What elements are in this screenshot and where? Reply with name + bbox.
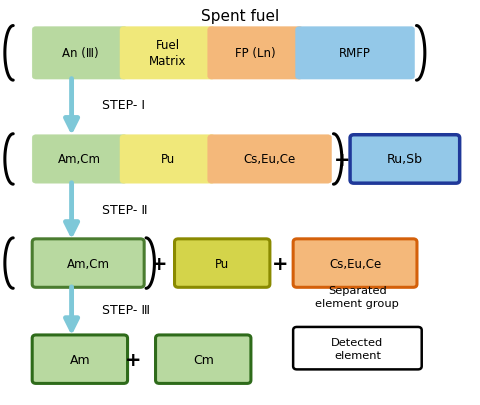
Text: STEP- Ⅲ: STEP- Ⅲ bbox=[102, 303, 150, 316]
FancyBboxPatch shape bbox=[32, 335, 128, 384]
Text: +: + bbox=[272, 254, 288, 273]
Text: Detected
element: Detected element bbox=[331, 337, 384, 360]
Text: Am,Cm: Am,Cm bbox=[67, 257, 109, 270]
FancyBboxPatch shape bbox=[32, 239, 144, 288]
FancyBboxPatch shape bbox=[208, 28, 303, 80]
FancyBboxPatch shape bbox=[208, 135, 332, 184]
Text: FP (Ln): FP (Ln) bbox=[235, 47, 276, 60]
Text: RMFP: RMFP bbox=[339, 47, 371, 60]
FancyBboxPatch shape bbox=[120, 28, 216, 80]
Text: An (Ⅲ): An (Ⅲ) bbox=[61, 47, 98, 60]
Text: Cm: Cm bbox=[193, 353, 214, 366]
FancyBboxPatch shape bbox=[32, 135, 128, 184]
FancyBboxPatch shape bbox=[32, 28, 128, 80]
FancyBboxPatch shape bbox=[293, 239, 417, 288]
Text: Fuel
Matrix: Fuel Matrix bbox=[149, 39, 186, 68]
Text: +: + bbox=[151, 254, 168, 273]
Text: +: + bbox=[334, 150, 350, 169]
FancyBboxPatch shape bbox=[120, 135, 216, 184]
Text: Am,Cm: Am,Cm bbox=[59, 153, 101, 166]
FancyBboxPatch shape bbox=[156, 335, 251, 384]
Text: Pu: Pu bbox=[215, 257, 229, 270]
FancyBboxPatch shape bbox=[350, 135, 460, 184]
Text: STEP- I: STEP- I bbox=[102, 99, 145, 112]
Text: +: + bbox=[125, 350, 142, 369]
FancyBboxPatch shape bbox=[175, 239, 270, 288]
Text: Cs,Eu,Ce: Cs,Eu,Ce bbox=[243, 153, 296, 166]
Text: STEP- Ⅱ: STEP- Ⅱ bbox=[102, 203, 148, 216]
Text: Ru,Sb: Ru,Sb bbox=[387, 153, 423, 166]
Text: Spent fuel: Spent fuel bbox=[201, 9, 279, 24]
Text: Pu: Pu bbox=[160, 153, 175, 166]
Text: Am: Am bbox=[70, 353, 90, 366]
FancyBboxPatch shape bbox=[296, 28, 415, 80]
FancyBboxPatch shape bbox=[293, 327, 422, 369]
Text: Cs,Eu,Ce: Cs,Eu,Ce bbox=[329, 257, 381, 270]
Text: Separated
element group: Separated element group bbox=[315, 285, 399, 308]
